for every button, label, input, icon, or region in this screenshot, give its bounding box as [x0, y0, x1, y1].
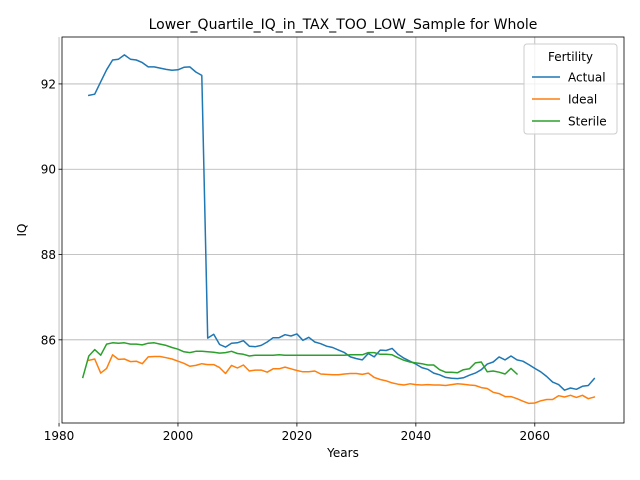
legend-label-ideal: Ideal [568, 93, 597, 107]
legend-box [523, 43, 618, 135]
legend-title: Fertility [548, 50, 593, 64]
x-tick-label: 2000 [163, 429, 194, 443]
series-line-actual [87, 54, 596, 391]
grid [58, 37, 624, 423]
x-tick-label: 2060 [520, 429, 551, 443]
series-line-ideal [87, 354, 596, 405]
legend-label-sterile: Sterile [568, 115, 607, 129]
y-tick-label: 86 [41, 333, 56, 347]
series-lines [81, 54, 596, 405]
y-tick-label: 90 [41, 163, 56, 177]
x-axis-label: Years [326, 446, 359, 460]
axis-ticks: 1980 2000 2020 2040 2060 86 88 90 92 [41, 77, 550, 443]
x-tick-label: 1980 [44, 429, 75, 443]
chart-title: Lower_Quartile_IQ_in_TAX_TOO_LOW_Sample … [149, 17, 538, 33]
x-tick-label: 2040 [401, 429, 432, 443]
legend-label-actual: Actual [568, 71, 606, 85]
y-tick-label: 92 [41, 77, 56, 91]
y-tick-label: 88 [41, 248, 56, 262]
x-tick-label: 2020 [282, 429, 313, 443]
plot-frame [61, 36, 625, 424]
y-axis-label: IQ [15, 224, 29, 237]
series-line-sterile [81, 342, 519, 379]
legend: Fertility Actual Ideal Sterile [523, 43, 618, 135]
